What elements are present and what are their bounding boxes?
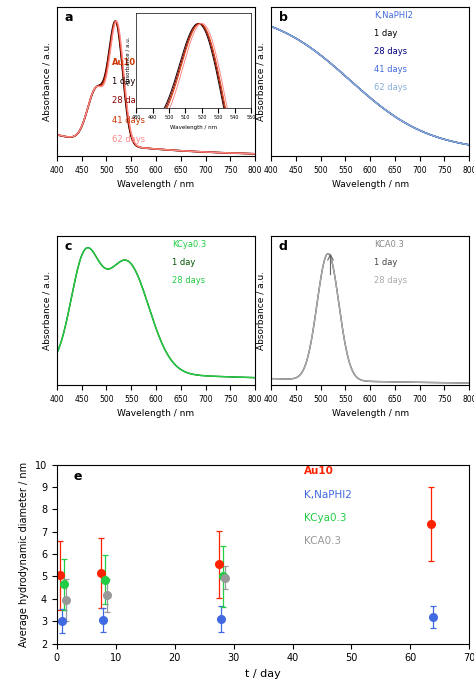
Text: Au10: Au10 <box>112 57 137 66</box>
Text: Au10: Au10 <box>304 466 334 476</box>
Text: 28 days: 28 days <box>112 96 146 105</box>
Y-axis label: Absorbance / a.u.: Absorbance / a.u. <box>42 42 51 121</box>
Text: 41 days: 41 days <box>112 116 146 125</box>
Text: 1 day: 1 day <box>374 29 398 38</box>
X-axis label: Wavelength / nm: Wavelength / nm <box>118 409 194 418</box>
Text: c: c <box>65 240 72 253</box>
X-axis label: Wavelength / nm: Wavelength / nm <box>332 409 409 418</box>
Y-axis label: Absorbance / a.u.: Absorbance / a.u. <box>42 271 51 350</box>
X-axis label: t / day: t / day <box>245 669 281 679</box>
Text: KCya0.3: KCya0.3 <box>172 240 206 249</box>
Text: 28 days: 28 days <box>374 47 407 56</box>
Text: a: a <box>65 11 73 24</box>
Text: e: e <box>73 470 82 483</box>
Text: 41 days: 41 days <box>374 65 407 74</box>
Text: K,NaPHI2: K,NaPHI2 <box>374 11 413 20</box>
X-axis label: Wavelength / nm: Wavelength / nm <box>118 181 194 190</box>
Text: 1 day: 1 day <box>172 258 195 267</box>
Text: 28 days: 28 days <box>172 276 205 285</box>
Text: 1 day: 1 day <box>112 77 136 86</box>
Y-axis label: Absorbance / a.u.: Absorbance / a.u. <box>256 42 265 121</box>
X-axis label: Wavelength / nm: Wavelength / nm <box>332 181 409 190</box>
Y-axis label: Average hydrodynamic diameter / nm: Average hydrodynamic diameter / nm <box>19 462 29 646</box>
Text: K,NaPHI2: K,NaPHI2 <box>304 489 352 500</box>
Text: 62 days: 62 days <box>112 135 146 144</box>
Text: KCA0.3: KCA0.3 <box>374 240 404 249</box>
Text: b: b <box>279 11 288 24</box>
Text: 28 days: 28 days <box>374 276 407 285</box>
Text: 62 days: 62 days <box>374 83 407 92</box>
Text: KCA0.3: KCA0.3 <box>304 536 341 546</box>
Text: KCya0.3: KCya0.3 <box>304 513 347 523</box>
Text: 1 day: 1 day <box>374 258 398 267</box>
Text: d: d <box>279 240 288 253</box>
Y-axis label: Absorbance / a.u.: Absorbance / a.u. <box>256 271 265 350</box>
